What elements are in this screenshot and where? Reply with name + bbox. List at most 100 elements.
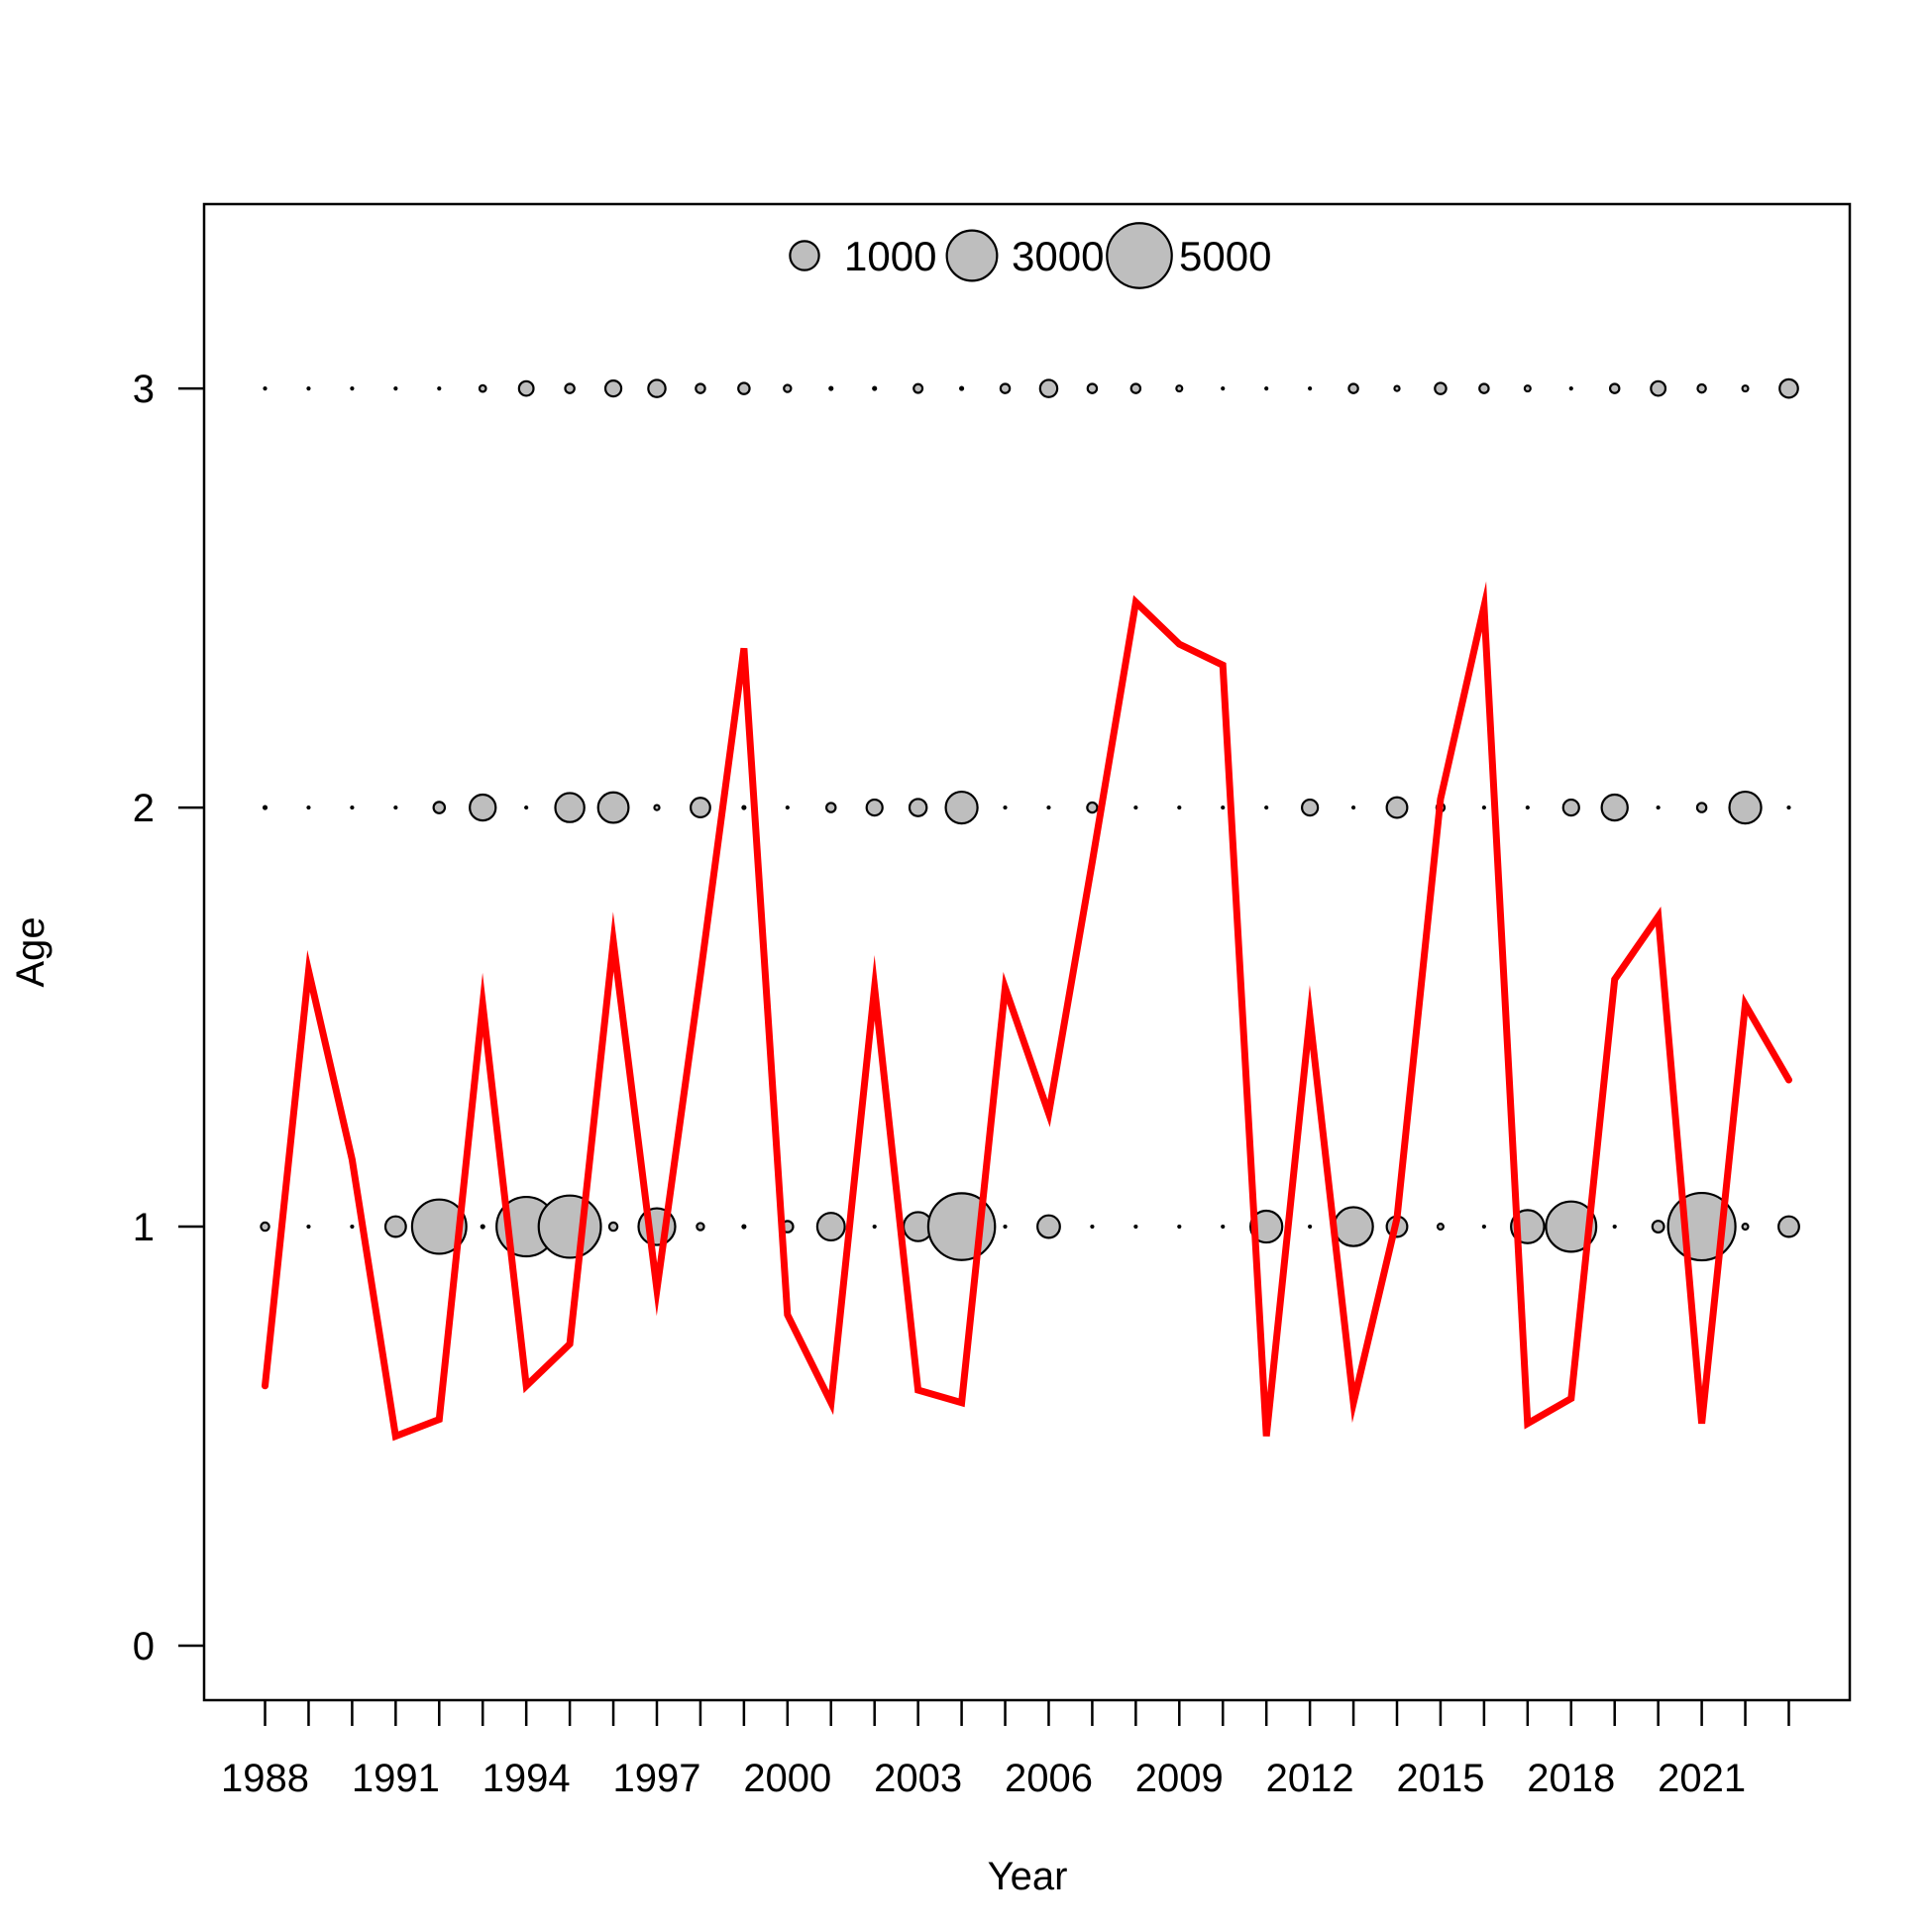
x-tick-label-2003: 2003 bbox=[874, 1757, 962, 1800]
bubble-age1-1998 bbox=[696, 1222, 705, 1232]
bubble-age3-2008 bbox=[1129, 382, 1142, 394]
bubble-age1-1996 bbox=[607, 1221, 619, 1233]
bubble-age2-2017 bbox=[1525, 805, 1530, 810]
bubble-age3-2010 bbox=[1221, 386, 1226, 391]
x-tick-label-2006: 2006 bbox=[1005, 1757, 1093, 1800]
bubble-age1-2005 bbox=[1003, 1224, 1008, 1230]
bubble-age3-2020 bbox=[1650, 379, 1667, 397]
bubble-age3-1992 bbox=[437, 386, 442, 391]
bubble-age1-1991 bbox=[383, 1215, 407, 1238]
bubble-age1-2022 bbox=[1741, 1223, 1750, 1232]
bubble-age2-2016 bbox=[1481, 805, 1486, 810]
plot-frame bbox=[202, 202, 1852, 1702]
bubble-age3-2009 bbox=[1175, 384, 1184, 393]
bubble-age2-1995 bbox=[554, 792, 586, 823]
bubble-age2-2020 bbox=[1656, 805, 1661, 810]
bubble-age3-1996 bbox=[603, 378, 623, 398]
bubble-age3-1994 bbox=[517, 379, 535, 397]
bubble-age1-2019 bbox=[1612, 1224, 1617, 1230]
bubble-age3-2005 bbox=[999, 382, 1012, 394]
bubble-age3-1993 bbox=[478, 383, 487, 393]
bubble-age2-2008 bbox=[1133, 805, 1138, 810]
bubble-age3-1997 bbox=[647, 378, 667, 398]
bubble-age2-2021 bbox=[1695, 802, 1708, 813]
bubble-age2-2005 bbox=[1003, 805, 1008, 810]
bubble-age1-1993 bbox=[480, 1224, 485, 1230]
bubble-age3-2019 bbox=[1608, 382, 1621, 394]
bubble-age1-2002 bbox=[872, 1224, 877, 1230]
bubble-age2-2006 bbox=[1046, 805, 1051, 810]
bubble-age3-2016 bbox=[1478, 382, 1490, 394]
legend-label-1000: 1000 bbox=[844, 233, 936, 279]
bubble-age2-1996 bbox=[596, 791, 630, 824]
bubble-age3-2007 bbox=[1086, 382, 1099, 394]
bubble-age1-2008 bbox=[1133, 1224, 1138, 1230]
x-tick-label-1991: 1991 bbox=[352, 1757, 440, 1800]
x-tick-label-1994: 1994 bbox=[483, 1757, 571, 1800]
bubble-age2-2018 bbox=[1561, 798, 1580, 817]
x-tick-label-2018: 2018 bbox=[1527, 1757, 1615, 1800]
x-tick-label-2000: 2000 bbox=[743, 1757, 831, 1800]
bubble-age1-2016 bbox=[1481, 1224, 1486, 1230]
bubble-age2-1993 bbox=[469, 793, 497, 822]
y-axis: 0 1 2 3 bbox=[133, 368, 204, 1668]
line-layer bbox=[262, 581, 1792, 1442]
bubble-age2-2009 bbox=[1177, 805, 1182, 810]
bubble-age3-2000 bbox=[783, 383, 793, 393]
bubble-age1-1995 bbox=[537, 1194, 602, 1259]
y-tick-label-3: 3 bbox=[133, 368, 155, 411]
bubble-age3-2012 bbox=[1308, 386, 1313, 391]
bubble-age2-1991 bbox=[393, 805, 398, 810]
bubble-age3-1999 bbox=[737, 381, 751, 395]
bubble-age2-2012 bbox=[1301, 798, 1320, 817]
bubble-age3-2021 bbox=[1696, 382, 1707, 394]
bubble-age1-2009 bbox=[1177, 1224, 1182, 1230]
x-tick-label-2012: 2012 bbox=[1266, 1757, 1354, 1800]
x-tick-label-1997: 1997 bbox=[613, 1757, 701, 1800]
bubble-age2-1989 bbox=[306, 805, 311, 810]
bubble-age3-2003 bbox=[912, 382, 924, 394]
bubble-age2-2001 bbox=[825, 802, 837, 813]
bubble-age2-1999 bbox=[741, 805, 747, 810]
bubble-age2-1994 bbox=[524, 805, 529, 810]
bubble-age1-1989 bbox=[306, 1224, 311, 1230]
bubble-age2-1998 bbox=[690, 797, 711, 818]
x-tick-label-1988: 1988 bbox=[221, 1757, 309, 1800]
bubble-age2-2011 bbox=[1264, 805, 1269, 810]
bubble-age2-1988 bbox=[262, 805, 268, 810]
bubble-age1-1999 bbox=[741, 1224, 747, 1230]
legend-bubble-5000 bbox=[1106, 222, 1173, 289]
y-axis-label: Age bbox=[9, 916, 53, 987]
bubble-age2-2003 bbox=[908, 798, 928, 817]
bubble-age2-2019 bbox=[1600, 793, 1629, 822]
bubble-age1-2010 bbox=[1221, 1224, 1226, 1230]
bubble-age3-2002 bbox=[872, 385, 878, 391]
bubble-age1-2001 bbox=[815, 1212, 846, 1242]
bubble-age2-2002 bbox=[865, 798, 884, 817]
legend-label-3000: 3000 bbox=[1012, 233, 1104, 279]
bubble-age1-2020 bbox=[1651, 1220, 1665, 1234]
bubble-age3-1995 bbox=[564, 382, 576, 394]
bubble-age3-2004 bbox=[959, 385, 965, 391]
bubble-age3-2001 bbox=[828, 385, 834, 391]
x-tick-label-2009: 2009 bbox=[1135, 1757, 1224, 1800]
bubble-age3-2017 bbox=[1523, 384, 1532, 393]
x-axis: 1988 1991 1994 1997 2000 2003 2006 2009 2012 2015… bbox=[221, 1700, 1790, 1800]
bubble-age3-2014 bbox=[1393, 384, 1401, 392]
y-tick-label-1: 1 bbox=[133, 1206, 155, 1249]
y-tick-label-0: 0 bbox=[133, 1625, 155, 1668]
bubble-age1-1992 bbox=[410, 1198, 468, 1255]
bubble-age3-1991 bbox=[393, 386, 398, 391]
bubble-age3-2022 bbox=[1741, 384, 1750, 393]
bubble-age2-2004 bbox=[944, 790, 979, 825]
bubble-age2-2014 bbox=[1385, 796, 1409, 819]
bubble-age3-2011 bbox=[1264, 386, 1269, 391]
bubble-age2-2000 bbox=[785, 805, 790, 810]
x-tick-label-2021: 2021 bbox=[1658, 1757, 1746, 1800]
bubble-age2-2010 bbox=[1221, 805, 1226, 810]
legend: 1000 3000 5000 bbox=[789, 222, 1271, 289]
bubble-age3-2013 bbox=[1347, 382, 1359, 394]
x-tick-label-2015: 2015 bbox=[1396, 1757, 1484, 1800]
bubble-age2-2023 bbox=[1786, 805, 1791, 810]
